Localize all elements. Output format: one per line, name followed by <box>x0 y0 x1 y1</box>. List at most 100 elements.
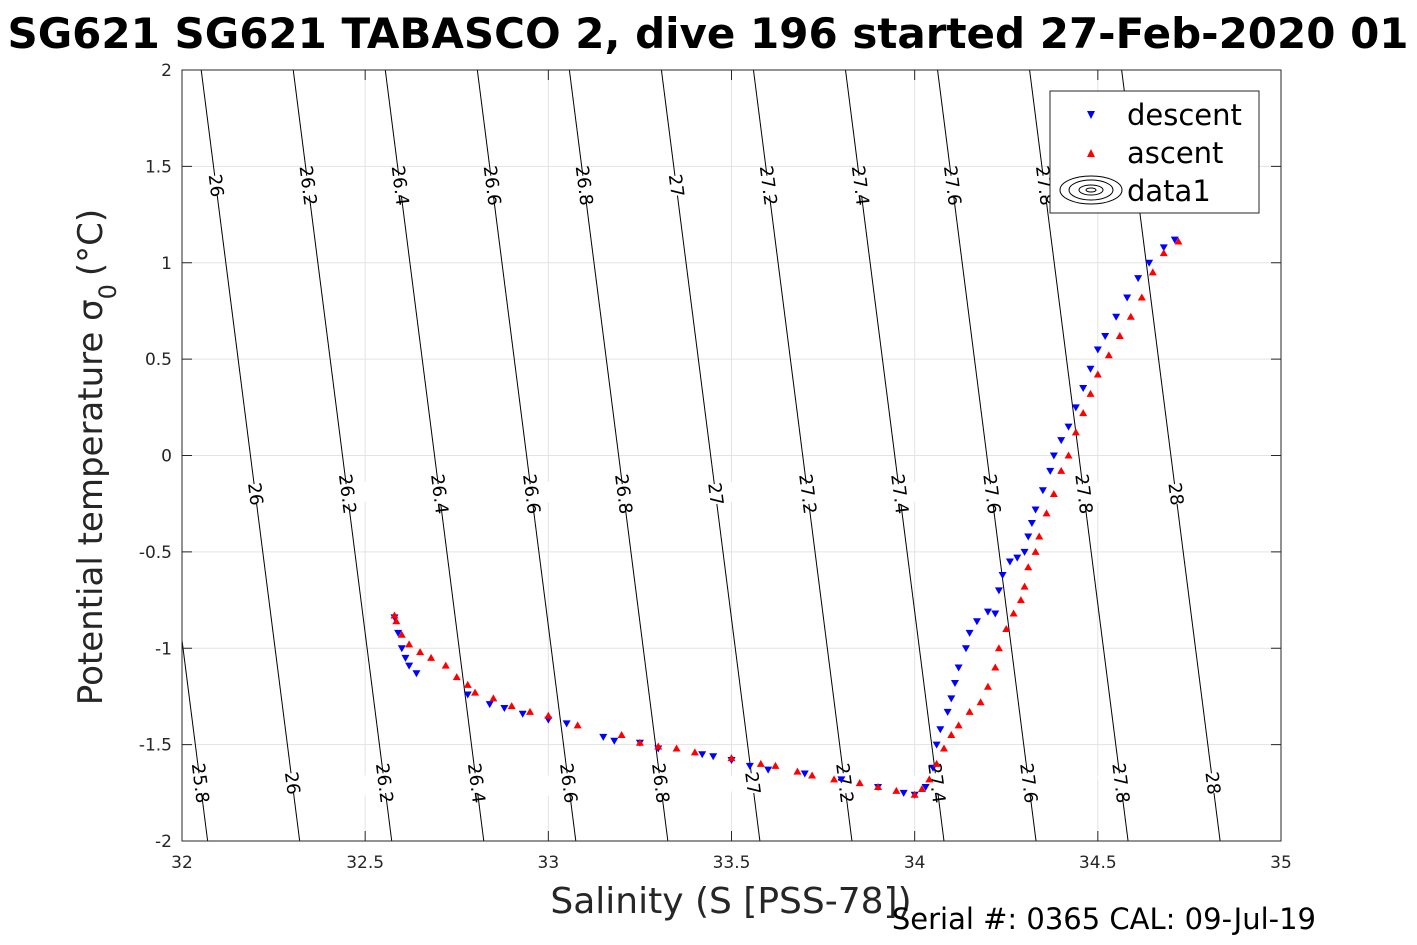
contour-label: 27 <box>664 173 688 198</box>
descent-point <box>837 776 846 784</box>
descent-point <box>1038 487 1047 495</box>
ascent-point <box>994 644 1003 652</box>
contour-label-bg <box>508 481 555 507</box>
ascent-point <box>1064 451 1073 459</box>
contour-label: 26.8 <box>647 762 673 804</box>
descent-point <box>932 741 941 749</box>
descent-point <box>745 762 754 770</box>
contour-label: 26.8 <box>571 165 597 207</box>
descent-point <box>1013 554 1022 562</box>
contour-label-bg <box>269 770 316 796</box>
y-tick-label: 0 <box>161 447 172 467</box>
ascent-point <box>1086 389 1095 397</box>
descent-point <box>1086 365 1095 373</box>
contour-line <box>182 636 209 841</box>
descent-point <box>961 645 970 653</box>
descent-point <box>950 679 959 687</box>
y-tick-label: 2 <box>161 61 172 81</box>
descent-point <box>397 645 406 653</box>
legend-ascent-marker <box>1087 149 1095 157</box>
ascent-point <box>489 694 498 702</box>
y-tick-label: 1 <box>161 254 172 274</box>
contour-label: 27.4 <box>847 165 873 207</box>
ascent-point <box>1002 624 1011 632</box>
contour-label: 26.6 <box>518 473 544 515</box>
y-tick-label: -2 <box>155 832 172 852</box>
contour-label: 26.4 <box>387 165 413 207</box>
ascent-point <box>405 640 414 648</box>
descent-point <box>599 733 608 741</box>
contour-label-bg <box>600 481 647 507</box>
descent-point <box>800 770 809 778</box>
contour-label: 27.4 <box>923 762 949 804</box>
contour-label-bg <box>232 481 279 507</box>
ascent-point <box>910 790 919 798</box>
contour-label-bg <box>929 172 976 199</box>
contour-label: 26 <box>280 771 304 796</box>
contour-label: 27.8 <box>1070 473 1096 515</box>
contour-label-bg <box>182 770 224 796</box>
descent-point <box>1005 558 1014 566</box>
contour-label-bg <box>469 172 516 199</box>
ascent-point <box>808 771 817 779</box>
ascent-point <box>507 702 516 710</box>
descent-point <box>500 705 509 713</box>
ascent-point <box>1035 532 1044 540</box>
descent-point <box>998 572 1007 580</box>
contour-label: 26.4 <box>463 762 489 804</box>
x-tick-label: 33.5 <box>713 853 751 873</box>
y-axis-label-main: Potential temperature σ <box>71 299 111 705</box>
descent-point <box>1071 404 1080 412</box>
contour-label-bg <box>653 172 700 199</box>
contour-label: 27.2 <box>755 165 781 207</box>
ascent-point <box>1174 237 1183 245</box>
descent-series <box>390 236 1179 799</box>
y-axis-label-subscript: 0 <box>94 284 122 299</box>
contour-label: 27.6 <box>978 473 1004 515</box>
legend-data1-icon <box>1059 175 1123 205</box>
ascent-point <box>390 611 399 619</box>
ascent-point <box>1020 582 1029 590</box>
contour-label: 26.6 <box>555 762 581 804</box>
descent-point <box>463 691 472 699</box>
legend-ascent-label: ascent <box>1127 136 1223 170</box>
contour-label: 26 <box>243 481 267 506</box>
ascent-point <box>917 784 926 792</box>
ascent-point <box>830 775 839 783</box>
legend-box <box>1049 90 1260 214</box>
ascent-point <box>1159 249 1168 257</box>
x-tick-label: 32 <box>171 853 193 873</box>
descent-point <box>965 629 974 637</box>
descent-point <box>1046 467 1055 475</box>
legend-data1-label: data1 <box>1127 174 1211 208</box>
contour-label-bg <box>876 481 923 507</box>
ascent-point <box>1057 466 1066 474</box>
y-axis-label-unit: (°C) <box>71 209 111 276</box>
descent-point <box>1057 437 1066 445</box>
descent-point <box>921 784 930 792</box>
y-tick-label: -1 <box>155 639 172 659</box>
contour-label-bg <box>637 770 684 796</box>
descent-point <box>562 720 571 728</box>
descent-point <box>1101 332 1110 340</box>
contour-label-bg <box>1097 770 1144 796</box>
descent-point <box>518 710 527 718</box>
descent-point <box>412 670 421 678</box>
ascent-point <box>526 707 535 715</box>
contour-label-bg <box>324 481 371 507</box>
contour-label-bg <box>561 172 608 199</box>
ascent-point <box>874 783 883 791</box>
ascent-point <box>471 688 480 696</box>
ascent-point <box>932 759 941 767</box>
ascent-series <box>390 237 1183 798</box>
contour-label: 27.4 <box>886 473 912 515</box>
ascent-point <box>976 698 985 706</box>
contour-label-bg <box>361 770 408 796</box>
contour-label: 27.2 <box>794 473 820 515</box>
contour-label: 26.2 <box>295 165 321 207</box>
descent-point <box>1123 294 1132 302</box>
contour-label: 26.2 <box>334 473 360 515</box>
ascent-point <box>925 775 934 783</box>
descent-point <box>954 664 963 672</box>
ascent-point <box>427 653 436 661</box>
